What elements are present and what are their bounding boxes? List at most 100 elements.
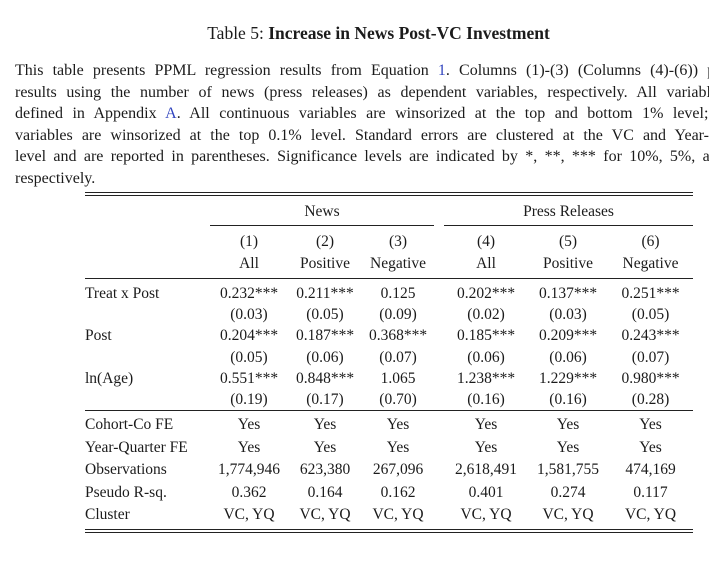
stat-cell: Yes <box>608 410 694 437</box>
stat-cell: 0.274 <box>550 483 586 501</box>
caption-line-1: This table presents PPML regression resu… <box>15 60 709 82</box>
se-cell: (0.07) <box>631 348 670 366</box>
row-label: ln(Age) <box>85 369 134 387</box>
coef-cell: 0.243*** <box>621 327 680 345</box>
stat-cell: 623,380 <box>299 461 351 479</box>
stat-cell: VC, YQ <box>542 506 594 524</box>
stat-cell: Yes <box>362 410 435 437</box>
column-gap <box>434 252 445 280</box>
stat-cell: 0.117 <box>633 483 668 501</box>
column-gap <box>434 226 444 253</box>
empty-cell <box>85 226 210 253</box>
equation-1-link[interactable]: 1 <box>437 62 446 79</box>
coef-cell: 1.065 <box>380 369 416 387</box>
se-cell: (0.05) <box>230 348 268 366</box>
stat-cell: Yes <box>639 438 662 456</box>
caption-text: . Columns (1)-(3) (Columns (4)-(6)) pres… <box>445 62 709 79</box>
empty-cell <box>85 389 210 411</box>
stat-cell: VC, YQ <box>460 506 512 524</box>
column-gap <box>434 304 444 325</box>
stat-cell: 0.401 <box>468 483 504 501</box>
coef-cell: 0.551*** <box>219 369 279 387</box>
column-gap <box>434 368 444 389</box>
table-row: (0.03) (0.05) (0.09) (0.02) (0.03) (0.05… <box>85 304 693 325</box>
row-label: Cluster <box>85 506 130 524</box>
appendix-a-link[interactable]: A <box>165 105 177 123</box>
stat-cell: Yes <box>210 410 288 437</box>
table-row: Cohort-Co FE Yes Yes Yes Yes Yes Yes <box>85 410 694 437</box>
empty-cell <box>85 304 210 325</box>
caption-line-3: defined in Appendix A. All continuous va… <box>15 103 709 125</box>
stat-cell: Yes <box>528 410 609 437</box>
coef-cell: 0.368*** <box>368 327 428 345</box>
coef-cell: 0.125 <box>380 285 416 303</box>
column-gap <box>434 482 444 505</box>
stat-cell: 1,774,946 <box>218 461 280 479</box>
page-title: Table 5: Increase in News Post-VC Invest… <box>0 21 709 45</box>
group-header-row: News Press Releases <box>85 193 694 227</box>
se-cell: (0.06) <box>306 348 344 366</box>
column-gap <box>434 347 444 368</box>
column-gap <box>434 459 444 482</box>
se-cell: (0.28) <box>631 391 670 409</box>
column-gap <box>434 279 444 305</box>
table-row: (0.19) (0.17) (0.70) (0.16) (0.16) (0.28… <box>85 389 693 411</box>
se-cell: (0.17) <box>306 391 344 409</box>
empty-cell <box>85 194 210 226</box>
coef-cell: 1.229*** <box>538 369 598 387</box>
coef-cell: 0.209*** <box>538 327 598 345</box>
coef-cell: 0.848*** <box>295 369 355 387</box>
stat-cell: VC, YQ <box>223 506 275 524</box>
table-row: ln(Age) 0.551*** 0.848*** 1.065 1.238***… <box>85 368 693 389</box>
stat-cell: Yes <box>313 438 337 456</box>
column-number: (4) <box>476 233 496 251</box>
column-gap <box>434 437 444 460</box>
row-label: Cohort-Co FE <box>85 410 210 437</box>
caption-line-5: level and are reported in parentheses. S… <box>15 148 709 166</box>
se-cell: (0.05) <box>631 306 670 324</box>
column-number-row: (1) (2) (3) (4) (5) (6) <box>85 226 693 253</box>
column-label: Positive <box>288 252 362 280</box>
coef-cell: 0.251*** <box>621 285 680 303</box>
paper-page: Table 5: Increase in News Post-VC Invest… <box>0 21 709 533</box>
stat-cell: 0.162 <box>380 483 416 501</box>
coef-cell: 0.202*** <box>456 285 516 303</box>
coef-cell: 0.980*** <box>621 369 680 387</box>
caption-text: . All continuous variables are winsorize… <box>176 105 709 123</box>
coef-cell: 0.185*** <box>456 327 516 345</box>
stat-cell: 0.362 <box>231 483 267 501</box>
se-cell: (0.06) <box>467 348 505 366</box>
se-cell: (0.19) <box>230 391 268 409</box>
table-row: Treat x Post 0.232*** 0.211*** 0.125 0.2… <box>85 279 693 305</box>
se-cell: (0.70) <box>379 391 417 409</box>
table-row: (0.05) (0.06) (0.07) (0.06) (0.06) (0.07… <box>85 347 693 368</box>
column-number: (5) <box>558 233 578 251</box>
row-label: Pseudo R-sq. <box>85 483 167 501</box>
stat-cell: 0.164 <box>307 483 343 501</box>
stat-cell: 2,618,491 <box>455 461 518 479</box>
row-label: Year-Quarter FE <box>85 438 188 456</box>
se-cell: (0.03) <box>549 306 587 324</box>
stat-cell: Yes <box>288 410 362 437</box>
row-label: Post <box>85 327 112 345</box>
empty-cell <box>85 347 210 368</box>
se-cell: (0.16) <box>467 391 505 409</box>
column-label: Positive <box>528 252 609 280</box>
table-number-label: Table 5: <box>207 23 269 43</box>
coef-cell: 0.187*** <box>295 327 355 345</box>
se-cell: (0.06) <box>549 348 587 366</box>
caption-line-4: variables are winsorized at the top 0.1%… <box>15 126 709 144</box>
column-gap <box>434 194 444 226</box>
coef-cell: 0.204*** <box>219 327 279 345</box>
stat-cell: Yes <box>237 438 261 456</box>
column-label-row: All Positive Negative All Positive Negat… <box>85 252 694 280</box>
table-row: Pseudo R-sq. 0.362 0.164 0.162 0.401 0.2… <box>85 482 693 505</box>
caption-line-2: results using the number of news (press … <box>15 83 709 101</box>
stat-cell: Yes <box>474 438 498 456</box>
se-cell: (0.03) <box>230 306 268 324</box>
column-gap <box>434 325 444 346</box>
column-gap <box>434 410 445 437</box>
se-cell: (0.02) <box>467 306 505 324</box>
column-number: (3) <box>388 233 408 251</box>
stat-cell: 474,169 <box>625 461 676 479</box>
